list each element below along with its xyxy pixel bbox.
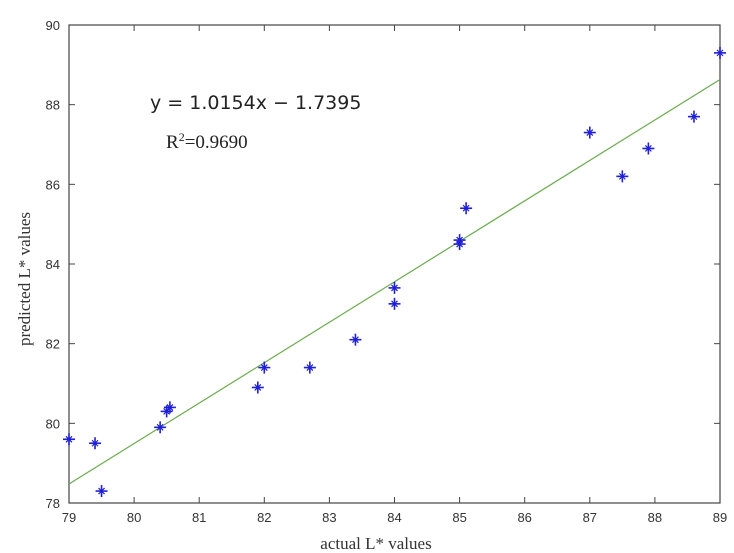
- y-tick-label: 86: [46, 177, 60, 192]
- x-tick-label: 82: [257, 510, 271, 525]
- data-point: [63, 433, 75, 446]
- x-tick-label: 80: [127, 510, 141, 525]
- data-point: [258, 361, 271, 374]
- x-tick-label: 89: [713, 510, 727, 525]
- y-tick-label: 90: [46, 18, 60, 33]
- regression-equation: y = 1.0154x − 1.7395: [150, 92, 361, 114]
- x-tick-label: 84: [387, 510, 401, 525]
- data-points: [63, 46, 726, 498]
- data-point: [89, 437, 102, 450]
- point-stroke-diagonal: [166, 403, 174, 411]
- x-tick-label: 83: [322, 510, 336, 525]
- x-tick-label: 86: [517, 510, 531, 525]
- point-stroke-diagonal: [65, 435, 73, 443]
- point-stroke-diagonal: [618, 172, 626, 180]
- point-stroke-diagonal: [391, 300, 398, 308]
- data-point: [349, 333, 362, 346]
- y-tick-label: 78: [46, 496, 60, 511]
- data-point: [583, 126, 596, 139]
- point-stroke-diagonal: [254, 384, 262, 391]
- x-tick-label: 87: [583, 510, 597, 525]
- data-point: [163, 401, 176, 414]
- data-point: [642, 142, 655, 155]
- y-tick-label: 88: [46, 98, 60, 113]
- data-point: [453, 238, 466, 251]
- point-stroke-diagonal: [391, 284, 398, 292]
- data-point: [154, 421, 167, 434]
- x-tick-label: 81: [192, 510, 206, 525]
- x-tick-label: 79: [62, 510, 76, 525]
- point-stroke-diagonal: [690, 113, 698, 121]
- data-point: [303, 361, 316, 374]
- data-point: [388, 281, 401, 294]
- point-stroke-diagonal: [91, 439, 99, 447]
- data-point: [251, 381, 264, 394]
- r-squared-value: =0.9690: [185, 132, 248, 153]
- data-point: [460, 202, 473, 215]
- data-point: [714, 46, 726, 59]
- r-squared-annotation: R2=0.9690: [166, 130, 248, 153]
- point-stroke-diagonal: [456, 240, 464, 248]
- plot-area: 79 80 81 82 83 84 85 86 87 88 89 78 80 82 84 86 88 90: [46, 18, 728, 525]
- point-stroke-diagonal: [716, 49, 724, 57]
- point-stroke-diagonal: [156, 423, 164, 431]
- point-stroke-diagonal: [644, 145, 652, 152]
- y-tick-label: 84: [46, 257, 60, 272]
- data-point: [616, 170, 629, 183]
- point-stroke-diagonal: [352, 336, 359, 344]
- data-point: [687, 110, 700, 123]
- r-squared-superscript: 2: [179, 130, 185, 144]
- data-point: [388, 297, 401, 310]
- x-axis-label: actual L* values: [320, 534, 431, 553]
- y-axis-label: predicted L* values: [15, 212, 34, 346]
- y-tick-label: 80: [46, 416, 60, 431]
- point-stroke-diagonal: [98, 487, 105, 495]
- r-squared-prefix: R: [166, 132, 179, 153]
- point-stroke-diagonal: [260, 364, 268, 371]
- point-stroke-diagonal: [586, 129, 594, 136]
- x-tick-label: 85: [452, 510, 466, 525]
- fit-line: [68, 79, 721, 485]
- x-tick-label: 88: [648, 510, 662, 525]
- data-point: [95, 485, 108, 498]
- axis-ticks: 79 80 81 82 83 84 85 86 87 88 89 78 80 82 84 86 88 90: [46, 18, 728, 525]
- point-stroke-diagonal: [462, 204, 470, 212]
- point-stroke-diagonal: [306, 364, 314, 371]
- y-tick-label: 82: [46, 337, 60, 352]
